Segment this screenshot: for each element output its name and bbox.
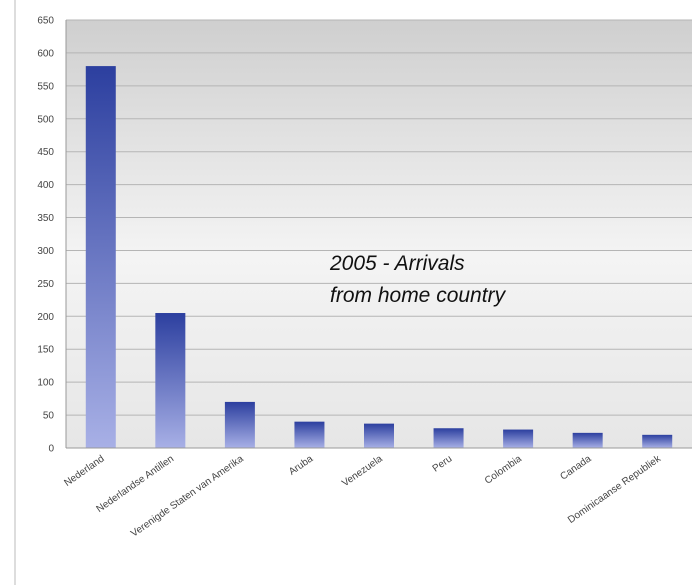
x-tick-label: Nederland [62,453,106,488]
x-tick-label: Colombia [483,453,524,486]
bar [364,424,394,448]
y-tick-label: 450 [37,147,54,158]
x-tick-label: Aruba [287,453,316,478]
y-tick-label: 550 [37,81,54,92]
bar [642,435,672,448]
bar [86,66,116,448]
y-tick-label: 500 [37,114,54,125]
x-tick-label: Peru [431,453,455,474]
bar [503,430,533,448]
bar [573,433,603,448]
y-tick-label: 400 [37,180,54,191]
bar [155,313,185,448]
y-tick-label: 150 [37,345,54,356]
y-tick-label: 100 [37,378,54,389]
y-tick-label: 0 [48,444,54,455]
annotation-line-1: 2005 - Arrivals [329,252,465,275]
y-tick-label: 600 [37,48,54,59]
bar [434,428,464,448]
y-tick-label: 200 [37,312,54,323]
y-tick-label: 350 [37,213,54,224]
bar [225,402,255,448]
bar [294,422,324,448]
y-tick-label: 300 [37,246,54,257]
x-tick-label: Canada [558,453,593,482]
y-tick-label: 50 [43,411,55,422]
annotation-line-2: from home country [330,284,507,307]
y-tick-label: 250 [37,279,54,290]
x-tick-label: Verenigde Staten van Amerika [129,453,246,539]
x-tick-label: Venezuela [340,453,385,489]
y-axis-ticks: 0 50 100 150 200 250 300 350 400 450 500 550 600 650 [37,16,54,455]
y-tick-label: 650 [37,16,54,27]
